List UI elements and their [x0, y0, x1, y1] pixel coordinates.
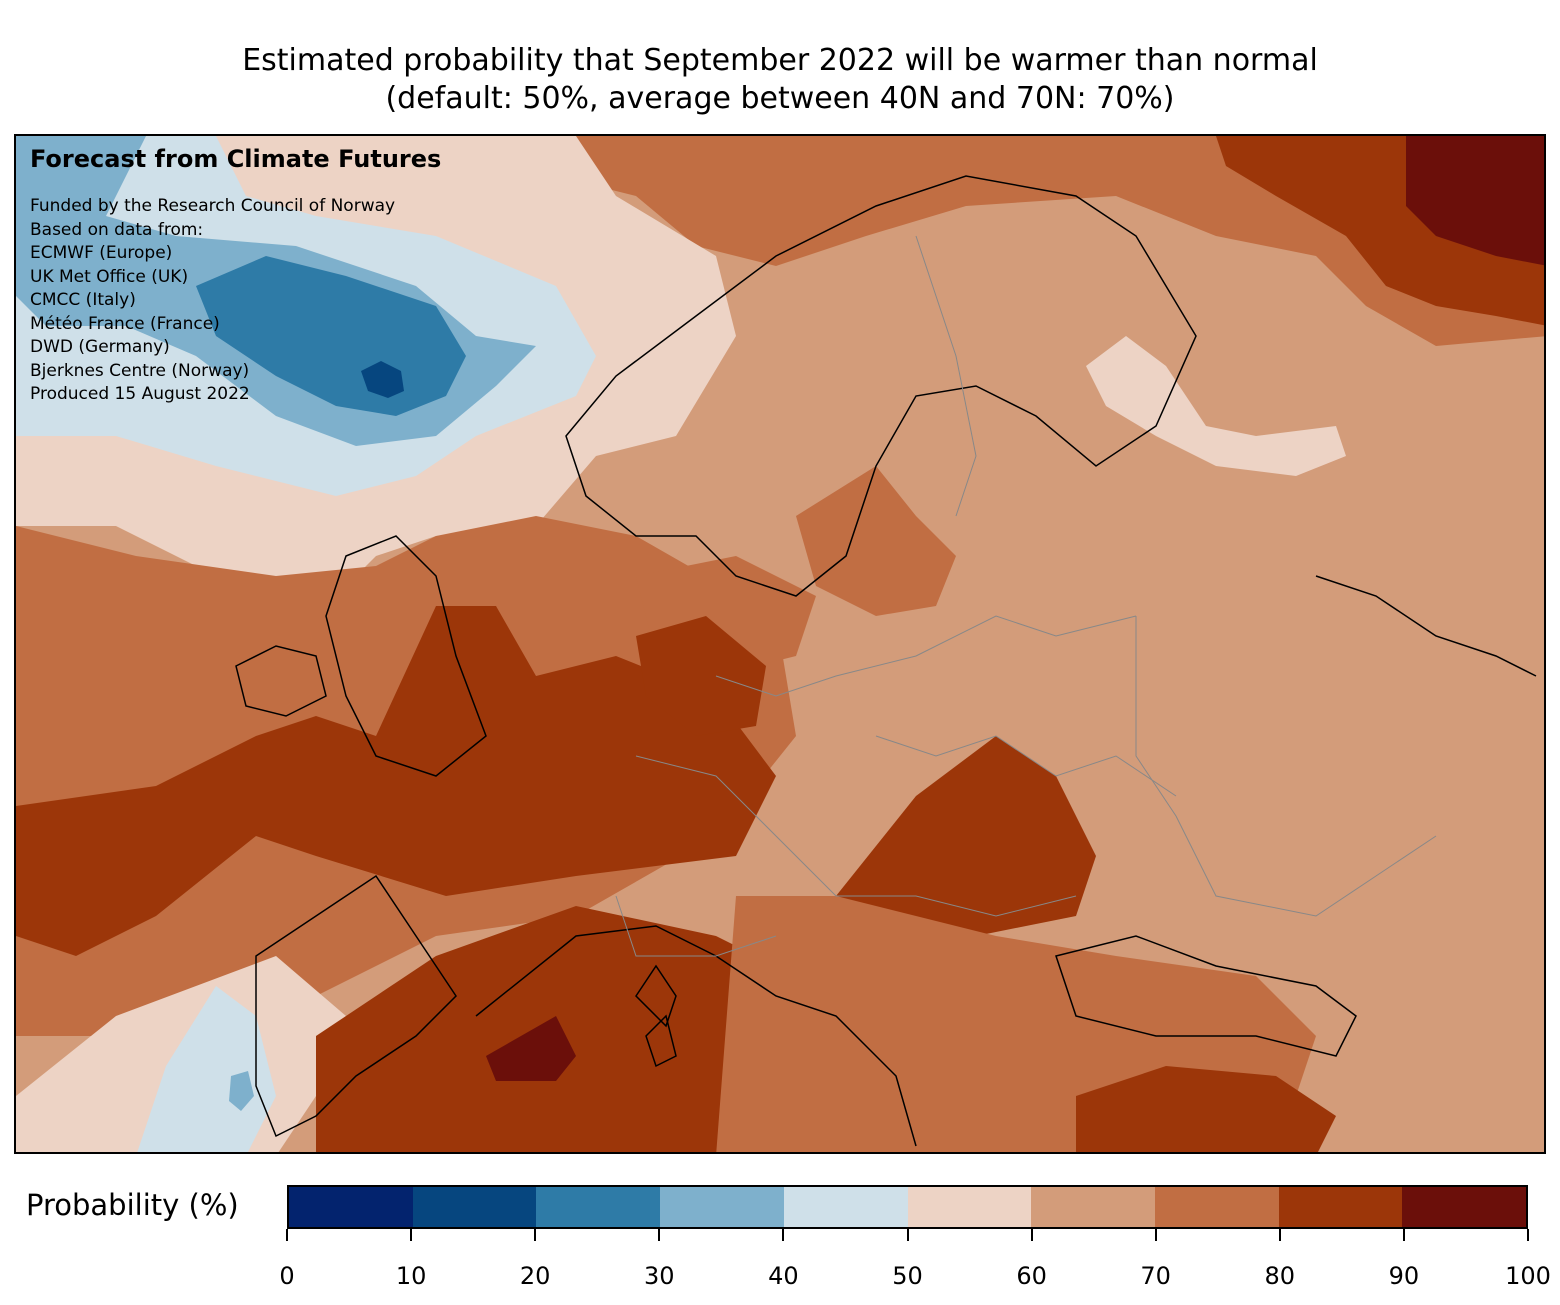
credit-line: Météo France (France): [30, 313, 220, 334]
colorbar-tick-label: 40: [768, 1262, 799, 1290]
colorbar-segment: [1031, 1187, 1155, 1227]
probability-map: [14, 134, 1546, 1154]
map-region-scandinavia-orange: [796, 466, 956, 616]
colorbar-segment: [1154, 1187, 1279, 1227]
colorbar-segment: [289, 1187, 413, 1227]
overlay-credits: Funded by the Research Council of Norway…: [30, 195, 441, 407]
map-region-central-dark: [836, 736, 1096, 936]
map-region-med-hot: [486, 1016, 576, 1081]
credit-line: Bjerknes Centre (Norway): [30, 360, 250, 381]
map-region-west-dark: [16, 606, 776, 956]
map-region-finland-light: [1086, 336, 1346, 476]
credit-line: DWD (Germany): [30, 337, 170, 357]
credit-line: CMCC (Italy): [30, 290, 136, 310]
colorbar-tick-label: 60: [1016, 1262, 1047, 1290]
borders: [615, 235, 1437, 957]
colorbar-tick-label: 90: [1388, 1262, 1420, 1290]
info-overlay: Forecast from Climate Futures Funded by …: [30, 145, 441, 407]
chart-subtitle: (default: 50%, average between 40N and 7…: [385, 81, 1175, 116]
colorbar-segment: [907, 1187, 1032, 1227]
credit-line: ECMWF (Europe): [30, 243, 173, 263]
colorbar-segment: [660, 1187, 784, 1227]
colorbar-segment: [1402, 1187, 1527, 1227]
colorbar-segment: [1278, 1187, 1403, 1227]
map-region-atlantic-core: [361, 361, 404, 398]
coastlines: [235, 175, 1537, 1147]
colorbar-tick-label: 100: [1505, 1262, 1551, 1290]
credit-line: UK Met Office (UK): [30, 266, 189, 287]
colorbar-tick-label: 30: [644, 1262, 675, 1290]
colorbar-segment: [536, 1187, 661, 1227]
map-region-turkey-dark: [1076, 1066, 1336, 1152]
colorbar-label: Probability (%): [26, 1188, 239, 1222]
colorbar-tick-label: 10: [395, 1262, 427, 1290]
credit-line: Produced 15 August 2022: [30, 384, 250, 404]
colorbar-segment: [412, 1187, 537, 1227]
credit-line: Funded by the Research Council of Norway: [30, 196, 396, 216]
map-region-iberia-coolspot: [229, 1071, 254, 1111]
colorbar-tick-label: 50: [892, 1262, 923, 1290]
colorbar: [287, 1185, 1528, 1229]
overlay-heading: Forecast from Climate Futures: [30, 145, 442, 173]
map-canvas: [16, 136, 1544, 1152]
colorbar-segment: [783, 1187, 908, 1227]
colorbar-tick-label: 70: [1140, 1262, 1171, 1290]
colorbar-tick-label: 80: [1264, 1262, 1296, 1290]
map-region-denmark-dark: [636, 616, 766, 736]
colorbar-tick-label: 0: [279, 1262, 295, 1290]
chart-title: Estimated probability that September 202…: [242, 43, 1318, 78]
colorbar-tick-label: 20: [519, 1262, 551, 1290]
credit-line: Based on data from:: [30, 219, 204, 240]
colorbar-ticks: 0 10 20 30 40 50 60 70 80 90 100: [279, 1229, 1551, 1290]
map-region-northeast-hot: [1406, 136, 1544, 266]
